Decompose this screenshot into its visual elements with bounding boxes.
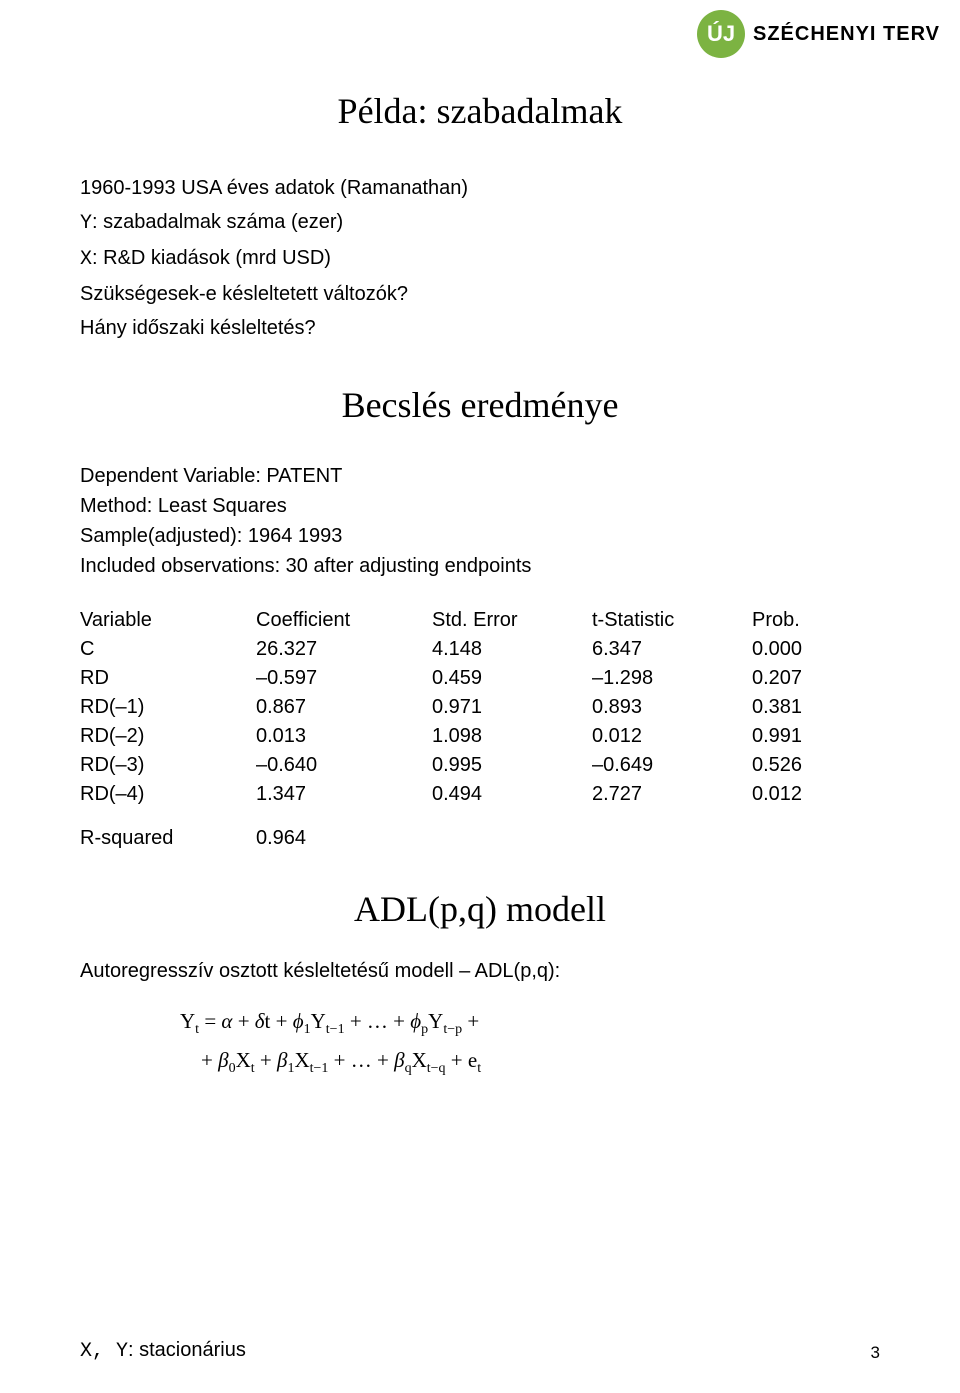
table-header-row: Variable Coefficient Std. Error t-Statis… bbox=[80, 606, 880, 635]
table-cell: RD(–3) bbox=[80, 751, 256, 780]
table-cell: 0.494 bbox=[432, 780, 592, 809]
table-cell: 0.995 bbox=[432, 751, 592, 780]
table-cell: 0.381 bbox=[752, 693, 880, 722]
footer-desc: : stacionárius bbox=[128, 1339, 246, 1361]
col-header: Variable bbox=[80, 606, 256, 635]
method-block: Dependent Variable: PATENT Method: Least… bbox=[80, 461, 880, 581]
stats-table: Variable Coefficient Std. Error t-Statis… bbox=[80, 606, 880, 853]
formula-block: Yt = α + δt + ϕ1Yt−1 + … + ϕpYt−p + + β0… bbox=[180, 1003, 880, 1082]
intro-line-3: X: R&D kiadások (mrd USD) bbox=[80, 242, 880, 276]
table-cell: 0.893 bbox=[592, 693, 752, 722]
method-line-4: Included observations: 30 after adjustin… bbox=[80, 551, 880, 581]
table-row: RD(–3) –0.640 0.995 –0.649 0.526 bbox=[80, 751, 880, 780]
page-number: 3 bbox=[871, 1343, 880, 1363]
table-cell: 0.012 bbox=[752, 780, 880, 809]
subtitle: Becslés eredménye bbox=[80, 384, 880, 426]
method-line-1: Dependent Variable: PATENT bbox=[80, 461, 880, 491]
table-cell: 0.526 bbox=[752, 751, 880, 780]
table-cell: 26.327 bbox=[256, 635, 432, 664]
table-row: C 26.327 4.148 6.347 0.000 bbox=[80, 635, 880, 664]
col-header: Prob. bbox=[752, 606, 880, 635]
method-line-2: Method: Least Squares bbox=[80, 491, 880, 521]
rsq-label: R-squared bbox=[80, 809, 256, 853]
method-line-3: Sample(adjusted): 1964 1993 bbox=[80, 521, 880, 551]
table-cell: –1.298 bbox=[592, 664, 752, 693]
table-cell: 1.347 bbox=[256, 780, 432, 809]
table-cell: 0.867 bbox=[256, 693, 432, 722]
table-cell: 4.148 bbox=[432, 635, 592, 664]
table-cell: 0.000 bbox=[752, 635, 880, 664]
intro-line-1: 1960-1993 USA éves adatok (Ramanathan) bbox=[80, 172, 880, 204]
col-header: Std. Error bbox=[432, 606, 592, 635]
adl-desc: Autoregresszív osztott késleltetésű mode… bbox=[80, 960, 880, 983]
intro-block: 1960-1993 USA éves adatok (Ramanathan) Y… bbox=[80, 172, 880, 344]
table-row: RD(–1) 0.867 0.971 0.893 0.381 bbox=[80, 693, 880, 722]
table-cell: 0.459 bbox=[432, 664, 592, 693]
intro-y-var: Y bbox=[80, 212, 92, 235]
table-cell: 1.098 bbox=[432, 722, 592, 751]
rsq-row: R-squared 0.964 bbox=[80, 809, 880, 853]
intro-line-2: Y: szabadalmak száma (ezer) bbox=[80, 206, 880, 240]
col-header: Coefficient bbox=[256, 606, 432, 635]
table-cell: 2.727 bbox=[592, 780, 752, 809]
intro-line-4: Szükségesek-e késleltetett változók? bbox=[80, 278, 880, 310]
intro-line-5: Hány időszaki késleltetés? bbox=[80, 312, 880, 344]
formula-line-1: Yt = α + δt + ϕ1Yt−1 + … + ϕpYt−p + bbox=[180, 1003, 880, 1042]
table-cell: 0.207 bbox=[752, 664, 880, 693]
page-title: Példa: szabadalmak bbox=[80, 90, 880, 132]
formula-line-2: + β0Xt + β1Xt−1 + … + βqXt−q + et bbox=[180, 1042, 880, 1081]
table-cell: 6.347 bbox=[592, 635, 752, 664]
table-row: RD(–4) 1.347 0.494 2.727 0.012 bbox=[80, 780, 880, 809]
logo-text: SZÉCHENYI TERV bbox=[753, 23, 940, 46]
table-cell: 0.971 bbox=[432, 693, 592, 722]
table-cell: –0.649 bbox=[592, 751, 752, 780]
table-row: RD(–2) 0.013 1.098 0.012 0.991 bbox=[80, 722, 880, 751]
table-cell: RD(–1) bbox=[80, 693, 256, 722]
table-cell: C bbox=[80, 635, 256, 664]
footer-vars: X, Y bbox=[80, 1340, 128, 1363]
table-cell: –0.597 bbox=[256, 664, 432, 693]
header-logo: ÚJ SZÉCHENYI TERV bbox=[697, 10, 940, 58]
page-content: Példa: szabadalmak 1960-1993 USA éves ad… bbox=[0, 0, 960, 1082]
logo-badge: ÚJ bbox=[697, 10, 745, 58]
table-cell: –0.640 bbox=[256, 751, 432, 780]
table-cell: RD bbox=[80, 664, 256, 693]
footer-note: X, Y: stacionárius bbox=[80, 1339, 246, 1363]
intro-y-desc: : szabadalmak száma (ezer) bbox=[92, 211, 343, 233]
table-cell: 0.013 bbox=[256, 722, 432, 751]
table-cell: RD(–4) bbox=[80, 780, 256, 809]
adl-title: ADL(p,q) modell bbox=[80, 888, 880, 930]
table-row: RD –0.597 0.459 –1.298 0.207 bbox=[80, 664, 880, 693]
intro-x-desc: : R&D kiadások (mrd USD) bbox=[92, 247, 331, 269]
table-cell: RD(–2) bbox=[80, 722, 256, 751]
table-cell: 0.012 bbox=[592, 722, 752, 751]
table-cell: 0.991 bbox=[752, 722, 880, 751]
rsq-value: 0.964 bbox=[256, 809, 432, 853]
col-header: t-Statistic bbox=[592, 606, 752, 635]
intro-x-var: X bbox=[80, 248, 92, 271]
